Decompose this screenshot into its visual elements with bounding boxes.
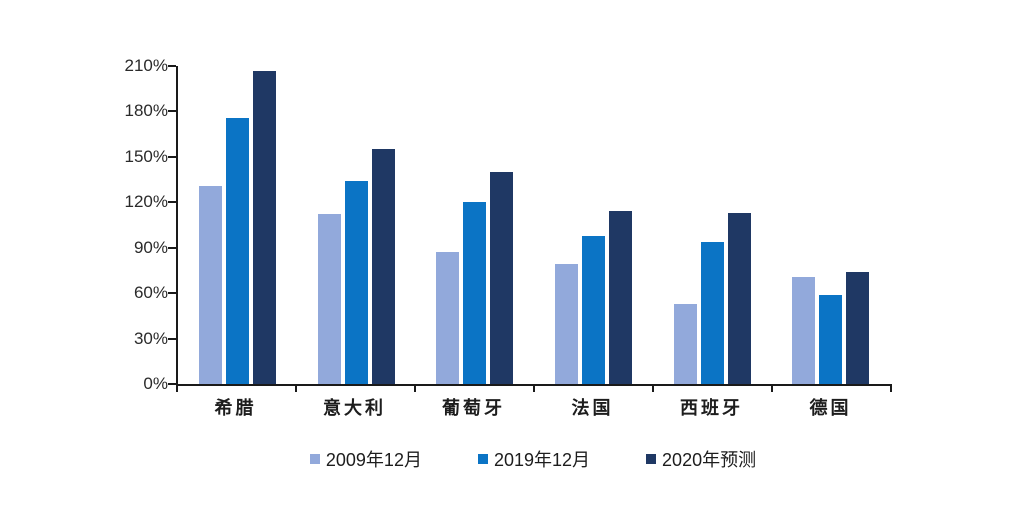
bar-series3-葡萄牙 bbox=[490, 172, 514, 384]
plot-area bbox=[176, 66, 890, 386]
bar-series2-希腊 bbox=[225, 117, 249, 384]
bar-series3-意大利 bbox=[371, 149, 395, 384]
y-tick-label: 120% bbox=[124, 192, 168, 212]
bar-group-意大利 bbox=[297, 66, 416, 384]
category-label-葡萄牙: 葡萄牙 bbox=[442, 398, 505, 418]
bar-series1-葡萄牙 bbox=[436, 252, 460, 384]
bar-series1-希腊 bbox=[198, 185, 222, 384]
bar-series2-德国 bbox=[819, 294, 843, 384]
y-tick-mark bbox=[168, 65, 176, 67]
y-tick-mark bbox=[168, 246, 176, 249]
y-tick-mark bbox=[168, 383, 176, 385]
bar-series2-葡萄牙 bbox=[463, 202, 487, 384]
y-tick-mark bbox=[168, 337, 176, 340]
bar-series2-意大利 bbox=[344, 181, 368, 384]
bar-series1-法国 bbox=[554, 264, 578, 384]
bar-series2-西班牙 bbox=[700, 241, 724, 384]
legend-label: 2019年12月 bbox=[493, 450, 591, 470]
y-tick-mark bbox=[168, 201, 176, 204]
legend-swatch-icon bbox=[309, 454, 320, 464]
category-label-法国: 法国 bbox=[571, 398, 614, 418]
x-tick-mark bbox=[295, 384, 297, 392]
y-tick-label: 30% bbox=[133, 328, 168, 348]
x-tick-mark bbox=[771, 384, 773, 392]
x-axis-category-labels: 希腊 意大利 葡萄牙 法国 西班牙 德国 bbox=[176, 394, 890, 420]
bar-group-法国 bbox=[534, 66, 653, 384]
bar-group-希腊 bbox=[178, 66, 297, 384]
y-tick-label: 0% bbox=[143, 374, 168, 393]
legend-swatch-icon bbox=[646, 454, 657, 464]
bar-series3-西班牙 bbox=[727, 212, 751, 384]
y-tick-label: 150% bbox=[124, 146, 168, 166]
bar-group-德国 bbox=[771, 66, 890, 384]
y-tick-mark bbox=[168, 155, 176, 158]
bar-groups bbox=[178, 66, 890, 384]
legend: 2009年12月 2019年12月 2020年预测 bbox=[176, 446, 890, 472]
legend-item-3: 2020年预测 bbox=[646, 446, 756, 472]
y-tick-label: 90% bbox=[133, 237, 168, 257]
x-tick-mark bbox=[533, 384, 535, 392]
y-tick-mark bbox=[168, 110, 176, 113]
x-tick-mark bbox=[414, 384, 416, 392]
category-label-德国: 德国 bbox=[809, 398, 852, 418]
category-label-意大利: 意大利 bbox=[323, 398, 386, 418]
x-tick-mark bbox=[652, 384, 654, 392]
bar-group-葡萄牙 bbox=[415, 66, 534, 384]
legend-label: 2009年12月 bbox=[325, 450, 422, 470]
bar-series1-意大利 bbox=[317, 214, 341, 384]
y-tick-mark bbox=[168, 292, 176, 295]
bar-series3-德国 bbox=[846, 271, 870, 384]
x-tick-mark bbox=[176, 384, 178, 392]
y-tick-label: 60% bbox=[133, 283, 168, 303]
bar-group-西班牙 bbox=[653, 66, 772, 384]
legend-label: 2020年预测 bbox=[662, 450, 757, 470]
category-label-希腊: 希腊 bbox=[214, 398, 257, 418]
legend-item-1: 2009年12月 bbox=[309, 446, 422, 472]
bar-series3-法国 bbox=[608, 211, 632, 384]
bar-series1-德国 bbox=[792, 276, 816, 384]
category-label-西班牙: 西班牙 bbox=[680, 398, 743, 418]
bar-series2-法国 bbox=[581, 235, 605, 384]
y-tick-label: 180% bbox=[124, 101, 168, 121]
legend-swatch-icon bbox=[477, 454, 488, 464]
legend-item-2: 2019年12月 bbox=[477, 446, 591, 472]
bar-series3-希腊 bbox=[252, 70, 276, 384]
x-tick-mark bbox=[890, 384, 892, 392]
bar-series1-西班牙 bbox=[673, 303, 697, 384]
y-tick-label: 210% bbox=[124, 56, 168, 75]
